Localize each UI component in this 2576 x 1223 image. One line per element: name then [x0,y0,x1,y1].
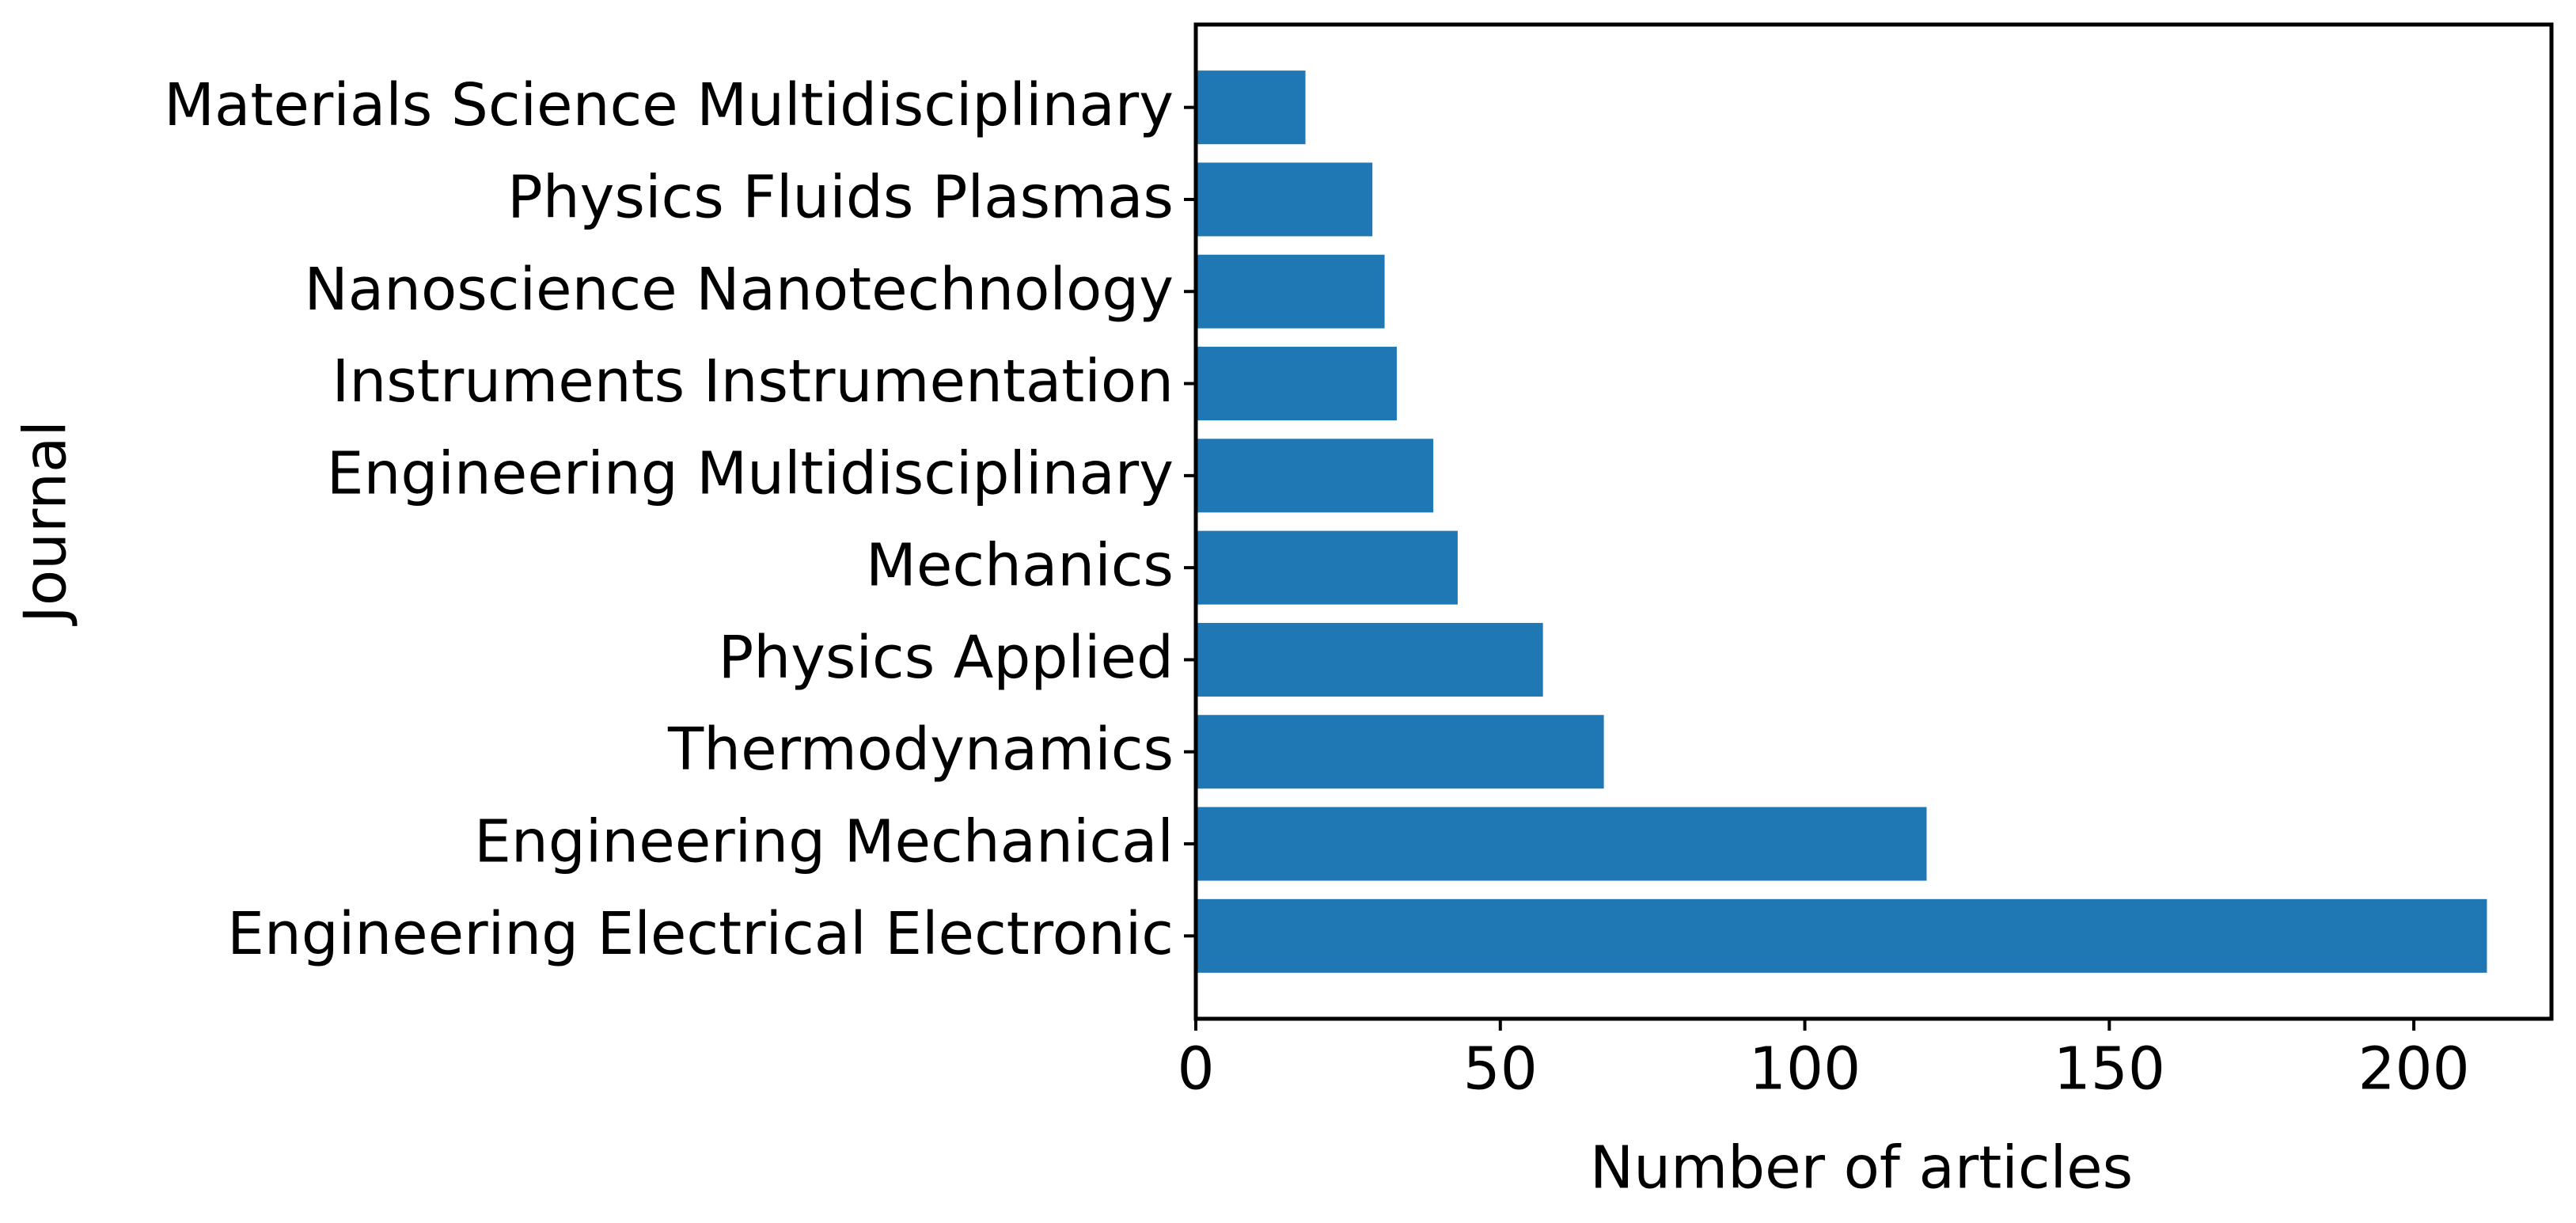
bar [1196,898,2487,973]
bar [1196,439,1434,513]
y-tick-label: Engineering Mechanical [474,808,1174,876]
plot-frame [1193,22,2554,1021]
bar [1196,807,1927,881]
y-tick-label: Physics Fluids Plasmas [507,163,1174,231]
bar [1196,622,1543,697]
y-tick-label: Nanoscience Nanotechnology [304,256,1174,324]
x-tick-label: 150 [2054,1035,2165,1103]
bar [1196,162,1373,237]
x-tick-label: 100 [1749,1035,1861,1103]
x-tick-label: 200 [2358,1035,2469,1103]
x-axis-label: Number of articles [1590,1134,2133,1202]
y-tick-label: Engineering Electrical Electronic [227,900,1174,968]
y-tick-label: Engineering Multidisciplinary [327,439,1174,507]
y-tick-label: Thermodynamics [667,716,1174,784]
y-tick-label: Instruments Instrumentation [332,348,1174,416]
bar [1196,254,1385,329]
x-tick-label: 50 [1463,1035,1538,1103]
y-axis-label: Journal [12,420,80,626]
y-tick-label: Physics Applied [719,624,1174,692]
x-tick-label: 0 [1177,1035,1214,1103]
bar [1196,715,1604,789]
y-tick-label: Materials Science Multidisciplinary [164,71,1174,139]
bar [1196,70,1306,145]
bar [1196,530,1458,605]
bar [1196,347,1397,421]
y-tick-label: Mechanics [866,532,1174,600]
